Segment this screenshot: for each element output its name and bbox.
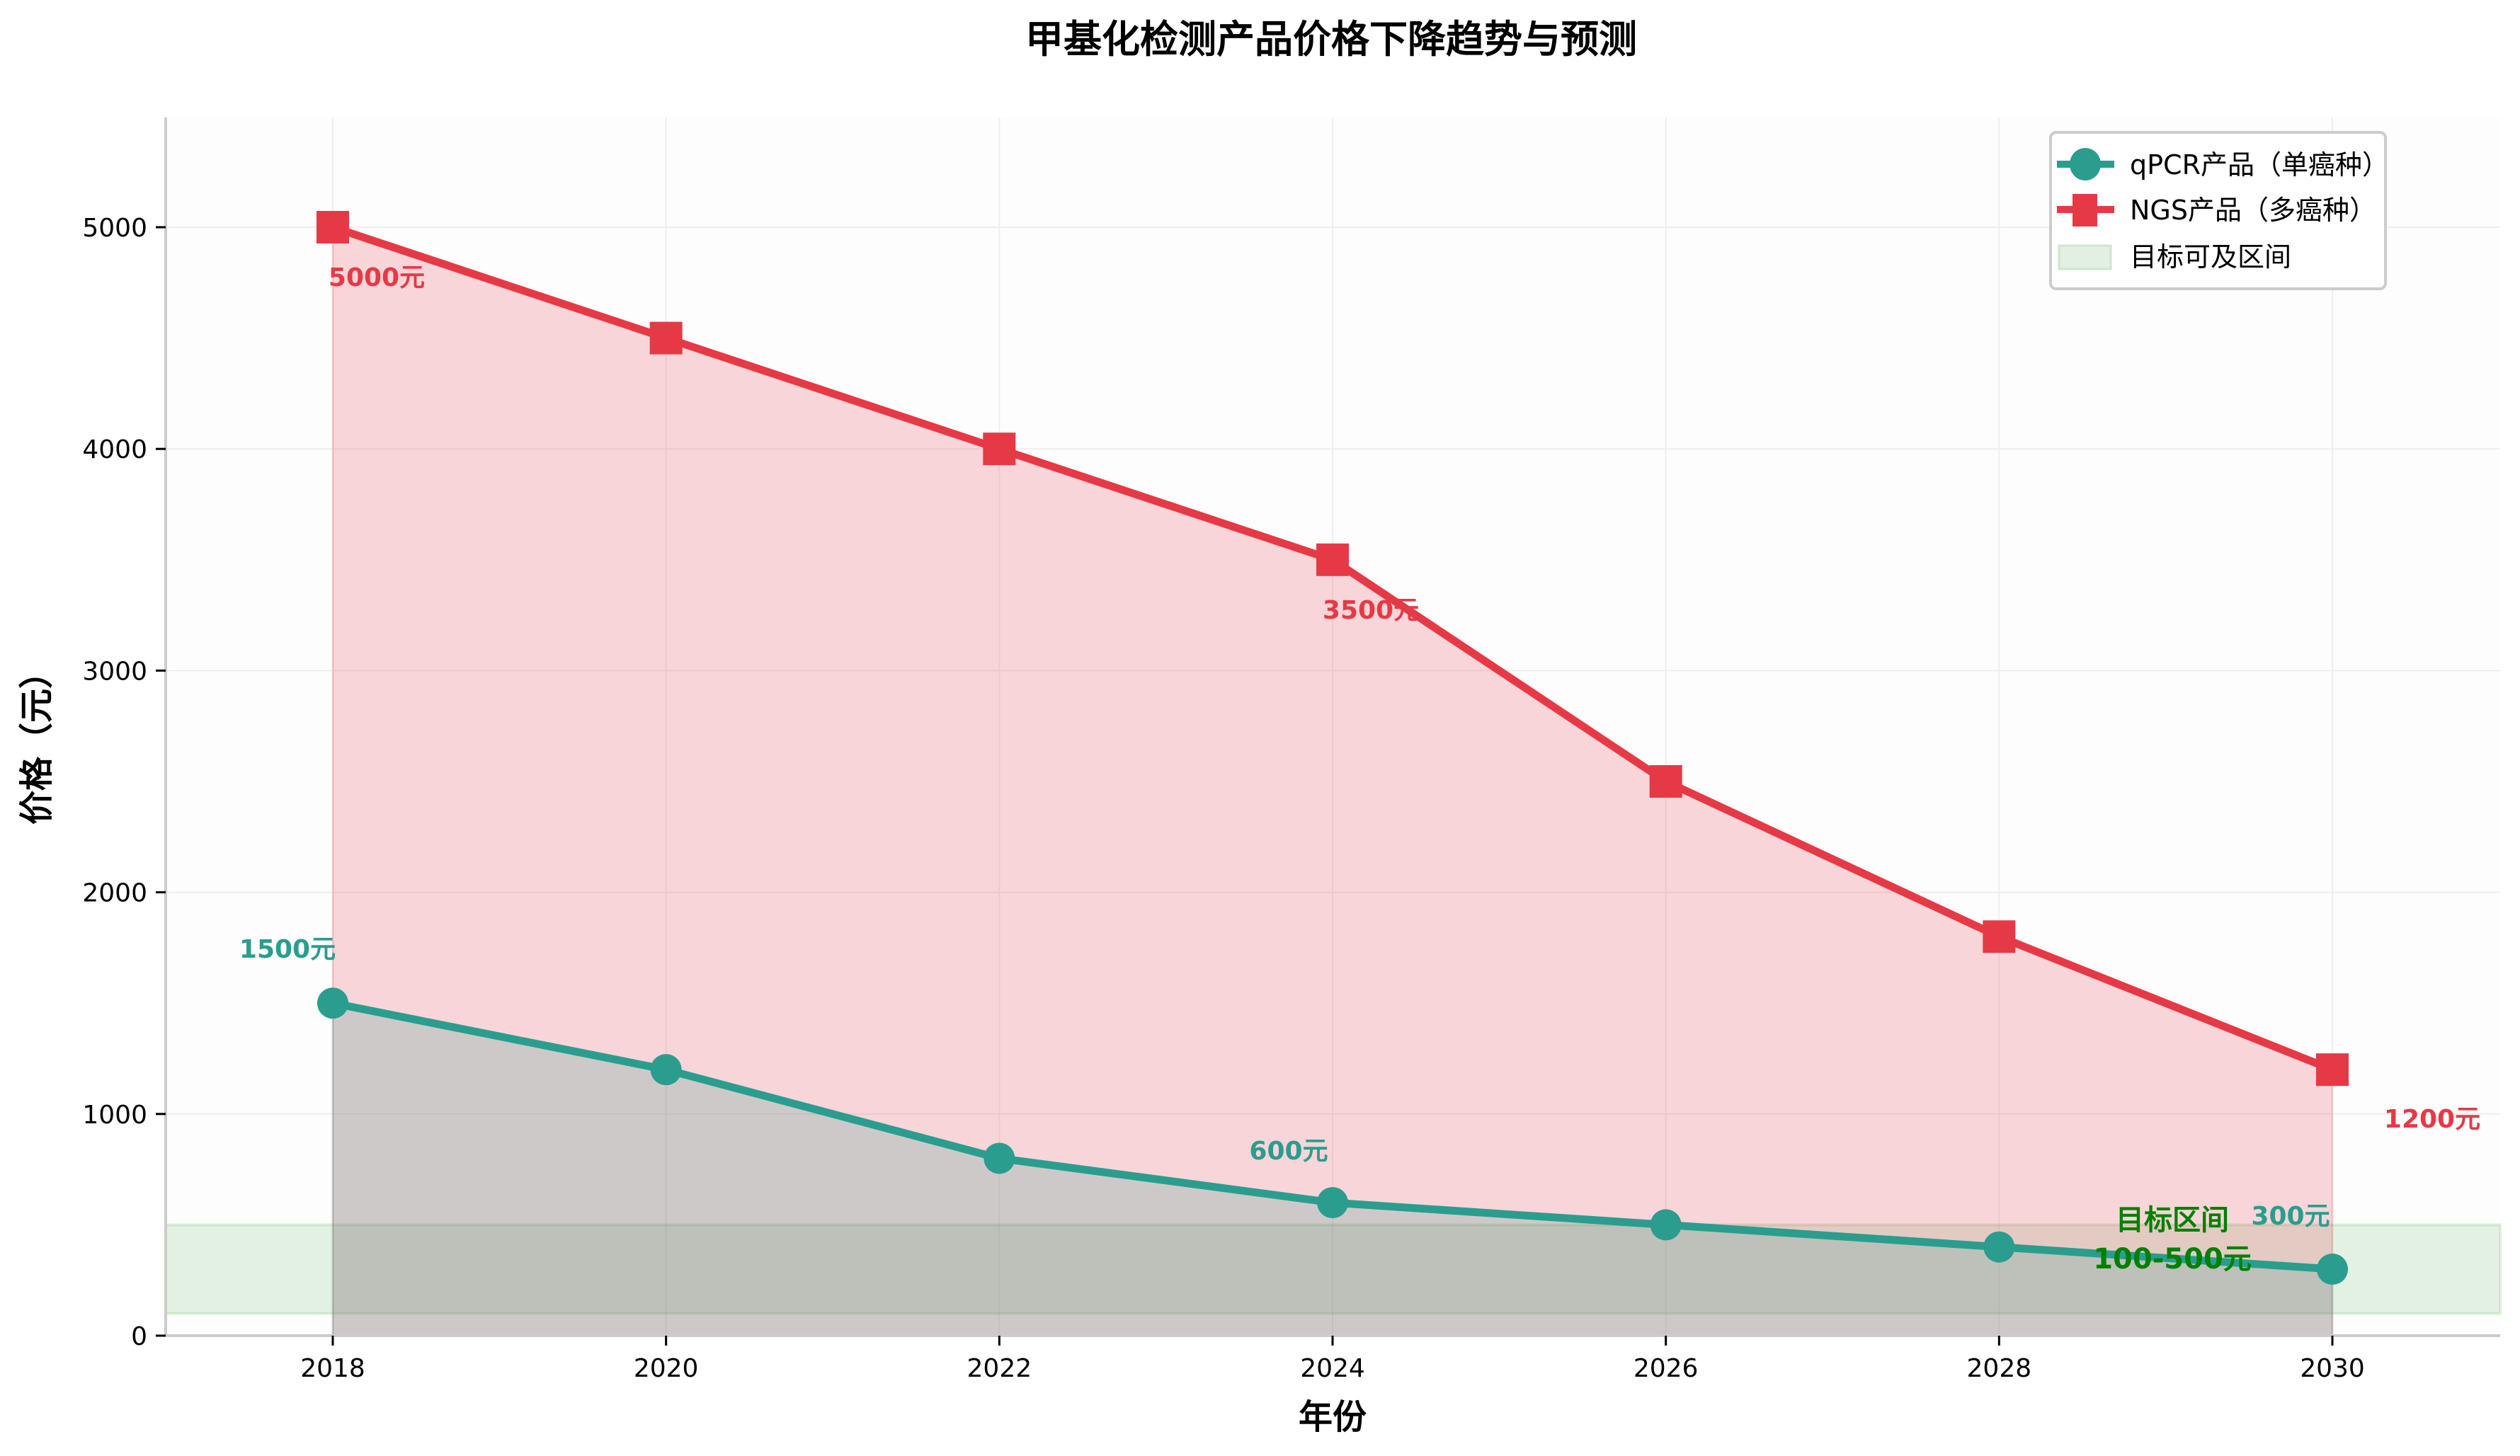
- x-tick-label: 2020: [634, 1354, 699, 1383]
- series-lines: [317, 211, 2349, 1285]
- annotation-label: 300元: [2251, 1202, 2330, 1231]
- square-marker-icon: [2316, 1053, 2349, 1087]
- x-tick-label: 2018: [300, 1354, 365, 1383]
- y-axis-ticks: 0 1000 2000 3000 4000 5000: [82, 214, 166, 1351]
- legend: qPCR产品（单癌种） NGS产品（多癌种） 目标可及区间: [2049, 131, 2389, 290]
- x-tick-label: 2028: [1967, 1354, 2032, 1383]
- annotation-label: 3500元: [1323, 596, 1419, 625]
- x-axis-label: 年份: [1299, 1397, 1367, 1437]
- y-tick-label: 5000: [82, 214, 147, 243]
- legend-label-ngs: NGS产品（多癌种）: [2130, 195, 2376, 226]
- square-marker-icon: [649, 321, 683, 355]
- chart-title: 甲基化检测产品价格下降趋势与预测: [1025, 17, 1637, 62]
- y-tick-label: 3000: [82, 657, 147, 686]
- annotation-label: 5000元: [329, 263, 425, 292]
- annotation-label: 100-500元: [2093, 1243, 2252, 1276]
- x-tick-label: 2030: [2300, 1354, 2365, 1383]
- circle-marker-icon: [2317, 1254, 2348, 1285]
- circle-marker-icon: [1983, 1231, 2015, 1263]
- circle-marker-icon: [1650, 1209, 1682, 1241]
- legend-item-ngs[interactable]: NGS产品（多癌种）: [2057, 194, 2376, 227]
- y-tick-label: 4000: [82, 435, 147, 464]
- annotation-label: 目标区间: [2116, 1204, 2229, 1237]
- annotation-label: 600元: [1249, 1137, 1328, 1166]
- circle-marker-icon: [984, 1142, 1015, 1174]
- circle-marker-icon: [317, 987, 348, 1019]
- legend-label-target-band: 目标可及区间: [2130, 241, 2291, 273]
- x-tick-label: 2026: [1634, 1354, 1699, 1383]
- y-tick-label: 1000: [82, 1101, 147, 1130]
- square-marker-icon: [983, 432, 1016, 466]
- circle-marker-icon: [2070, 148, 2101, 180]
- grid-lines: [166, 117, 2500, 1336]
- circle-marker-icon: [1317, 1187, 1348, 1219]
- legend-item-target-band[interactable]: 目标可及区间: [2058, 241, 2291, 273]
- square-marker-icon: [1649, 765, 1682, 798]
- legend-label-qpcr: qPCR产品（单癌种）: [2130, 149, 2389, 180]
- annotation-label: 1500元: [239, 935, 336, 964]
- y-axis-label: 价格（元）: [17, 655, 57, 825]
- square-marker-icon: [1316, 543, 1349, 576]
- x-axis-ticks: 2018 2020 2022 2024 2026 2028 2030: [300, 1336, 2365, 1383]
- circle-marker-icon: [650, 1054, 682, 1086]
- square-marker-icon: [2073, 194, 2097, 227]
- band-swatch-icon: [2058, 244, 2112, 270]
- target-band-rect: [164, 1223, 2502, 1315]
- legend-item-qpcr[interactable]: qPCR产品（单癌种）: [2057, 148, 2389, 180]
- square-marker-icon: [1983, 920, 2016, 953]
- target-band: [164, 1223, 2502, 1315]
- x-tick-label: 2022: [967, 1354, 1032, 1383]
- square-marker-icon: [317, 211, 349, 243]
- y-tick-label: 0: [131, 1322, 147, 1351]
- x-tick-label: 2024: [1300, 1354, 1365, 1383]
- y-tick-label: 2000: [82, 879, 147, 908]
- annotation-label: 1200元: [2384, 1105, 2480, 1134]
